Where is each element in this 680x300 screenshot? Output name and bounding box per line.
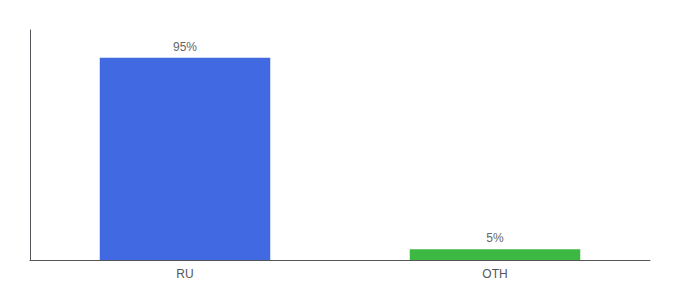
svg-text:95%: 95% [173,40,197,54]
svg-text:5%: 5% [486,231,504,245]
svg-text:OTH: OTH [482,267,507,281]
svg-text:RU: RU [176,267,193,281]
